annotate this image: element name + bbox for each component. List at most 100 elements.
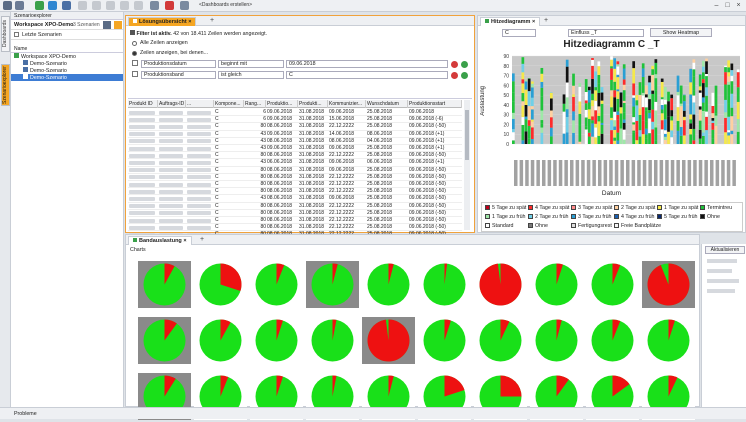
col-header[interactable]: Auftrags-ID (158, 100, 186, 108)
col-header[interactable]: Produktio... (266, 100, 298, 108)
pie-chart-cell[interactable] (530, 261, 583, 308)
col-header[interactable]: Kompone... (214, 100, 244, 108)
tree-item-scenario[interactable]: Demo-Szenario (11, 60, 123, 67)
view-icon[interactable] (62, 1, 71, 10)
scrollbar-thumb[interactable] (465, 110, 469, 160)
grid-view-icon[interactable] (114, 21, 122, 29)
copy-icon[interactable] (92, 1, 101, 10)
pie-chart-cell[interactable] (250, 317, 303, 364)
pie-chart-cell[interactable] (418, 261, 471, 308)
filter-value-input[interactable]: C (286, 71, 448, 79)
remove-filter-icon[interactable] (451, 72, 458, 79)
filter-checkbox[interactable] (132, 71, 138, 77)
filter-operator-select[interactable]: ist gleich (218, 71, 284, 79)
col-header[interactable]: Wunschdatum (366, 100, 408, 108)
paste-icon[interactable] (106, 1, 115, 10)
minimize-icon[interactable]: – (712, 1, 721, 10)
add-tab-button[interactable]: + (542, 17, 550, 25)
pie-chart-cell[interactable] (642, 261, 695, 308)
tab-scenario-explorer[interactable]: Szenarioexplorer (1, 64, 10, 106)
maximize-icon[interactable]: □ (723, 1, 732, 10)
list-view-icon[interactable] (103, 21, 111, 29)
stop-icon[interactable] (165, 1, 174, 10)
pie-chart-cell[interactable] (362, 261, 415, 308)
dashboard-create-label[interactable]: <Dashboards erstellen> (199, 2, 252, 8)
recent-expander-icon[interactable] (14, 32, 19, 37)
run-icon[interactable] (35, 1, 44, 10)
redo-icon[interactable] (134, 1, 143, 10)
radio-all-rows[interactable] (132, 41, 137, 46)
legend-item[interactable]: 5 Tage zu früh (657, 214, 697, 221)
legend-item[interactable]: Termintreu (700, 205, 732, 212)
save-icon[interactable] (3, 1, 12, 10)
tree-item-workspace[interactable]: Workspace XPO-Demo (11, 53, 123, 60)
legend-item[interactable]: 3 Tage zu spät (571, 205, 612, 212)
problems-tab[interactable]: Probleme (14, 411, 37, 417)
legend-item[interactable]: Ohne (528, 223, 548, 230)
cut-icon[interactable] (78, 1, 87, 10)
filter-operator-select[interactable]: beginnt mit (218, 60, 284, 68)
pie-chart-cell[interactable] (138, 261, 191, 308)
legend-item[interactable]: 1 Tage zu spät (657, 205, 698, 212)
tab-band-utilization[interactable]: Bandauslastung × (128, 236, 192, 245)
add-filter-icon[interactable] (461, 72, 468, 79)
add-tab-button[interactable]: + (208, 17, 216, 25)
pie-chart-cell[interactable] (474, 317, 527, 364)
col-header[interactable]: ... (186, 100, 214, 108)
impact-select[interactable]: Einfluss _T (568, 29, 644, 37)
legend-item[interactable]: 3 Tage zu früh (571, 214, 611, 221)
pie-chart-cell[interactable] (474, 261, 527, 308)
pie-chart-cell[interactable] (418, 317, 471, 364)
remove-filter-icon[interactable] (451, 61, 458, 68)
export-icon[interactable] (180, 1, 189, 10)
show-heatmap-button[interactable]: Show Heatmap (650, 28, 712, 37)
col-header[interactable]: Produkt ID (128, 100, 158, 108)
pie-chart-cell[interactable] (586, 261, 639, 308)
filter-checkbox[interactable] (132, 60, 138, 66)
legend-item[interactable]: 2 Tage zu früh (528, 214, 568, 221)
recent-scenarios-label[interactable]: Letzte Szenarien (22, 32, 62, 38)
add-filter-icon[interactable] (461, 61, 468, 68)
update-button[interactable]: Aktualisieren (705, 246, 745, 254)
col-header[interactable]: Rang... (244, 100, 266, 108)
pie-chart-cell[interactable] (306, 317, 359, 364)
radio-filtered-rows[interactable] (132, 51, 137, 56)
pie-chart-cell[interactable] (642, 317, 695, 364)
pie-chart-cell[interactable] (306, 261, 359, 308)
legend-item[interactable]: Freie Bandplätze (614, 223, 661, 230)
legend-item[interactable]: 4 Tage zu spät (528, 205, 569, 212)
tab-dashboards[interactable]: Dashboards (1, 16, 10, 52)
col-header[interactable]: Produkti... (298, 100, 328, 108)
legend-item[interactable]: Ohne (700, 214, 720, 221)
open-icon[interactable] (15, 1, 24, 10)
legend-item[interactable]: 4 Tage zu früh (614, 214, 654, 221)
col-header[interactable]: Kommunizier... (328, 100, 366, 108)
filter-value-input[interactable]: 09.06.2018 (286, 60, 448, 68)
legend-item[interactable]: Fertigungsrest (571, 223, 612, 230)
pie-chart-cell[interactable] (586, 317, 639, 364)
refresh-icon[interactable] (48, 1, 57, 10)
band-select[interactable]: C (502, 29, 536, 37)
close-icon[interactable]: × (734, 1, 743, 10)
pie-chart-cell[interactable] (250, 261, 303, 308)
legend-item[interactable]: 5 Tage zu spät (485, 205, 526, 212)
legend-item[interactable]: 1 Tage zu früh (485, 214, 525, 221)
pie-chart-cell[interactable] (194, 317, 247, 364)
legend-item[interactable]: 2 Tage zu spät (614, 205, 655, 212)
col-header[interactable]: Produktionsstart (408, 100, 462, 108)
tree-item-scenario[interactable]: Demo-Szenario (11, 67, 123, 74)
